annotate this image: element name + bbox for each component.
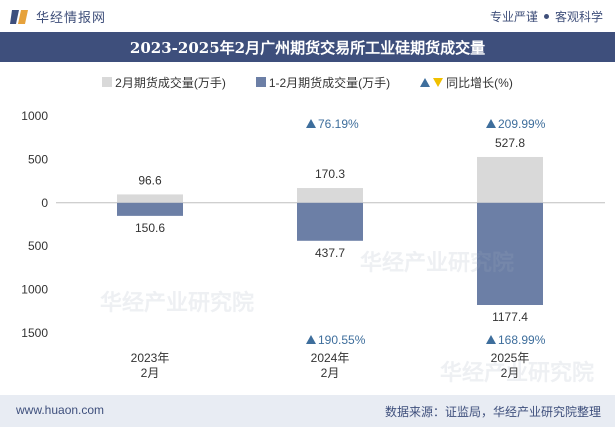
bar-chart: 100050005001000150096.6150.62023年2月170.3… xyxy=(21,109,605,380)
legend-label-growth: 同比增长(%) xyxy=(446,75,513,90)
footer-source: 数据来源：证监局，华经产业研究院整理 xyxy=(384,405,601,419)
growth-up-triangle-icon xyxy=(306,119,316,128)
y-tick-label: 1000 xyxy=(21,283,48,297)
legend-item-monthly[interactable]: 2月期货成交量(万手) xyxy=(102,72,226,92)
growth-label: 209.99% xyxy=(498,117,546,131)
separator-dot-icon xyxy=(543,14,549,19)
x-tick-label: 2024年 xyxy=(311,351,350,365)
x-tick-label: 2月 xyxy=(501,366,520,380)
bar-cumulative xyxy=(117,202,183,216)
x-tick-label: 2月 xyxy=(141,366,160,380)
brand-name: 华经情报网 xyxy=(36,10,107,25)
data-label-monthly: 96.6 xyxy=(138,173,162,187)
legend-item-cumulative[interactable]: 1-2月期货成交量(万手) xyxy=(255,72,391,92)
tag-professional: 专业严谨 xyxy=(489,10,538,24)
legend-swatch-dark xyxy=(255,77,266,87)
y-tick-label: 500 xyxy=(28,239,48,253)
legend-label-cumulative: 1-2月期货成交量(万手) xyxy=(268,75,391,90)
data-label-monthly: 527.8 xyxy=(495,136,525,150)
growth-label: 190.55% xyxy=(318,333,366,347)
legend-swatch-light xyxy=(102,77,113,87)
data-label-cumulative: 150.6 xyxy=(135,221,165,235)
bar-cumulative xyxy=(477,202,543,305)
y-tick-label: 0 xyxy=(41,196,48,210)
legend: 2月期货成交量(万手) 1-2月期货成交量(万手) 同比增长(%) xyxy=(0,72,615,92)
growth-label: 168.99% xyxy=(498,333,546,347)
growth-up-triangle-icon xyxy=(486,335,496,344)
y-tick-label: 500 xyxy=(28,152,48,166)
title-bar: 2023-2025年2月广州期货交易所工业硅期货成交量 xyxy=(0,32,615,62)
growth-up-triangle-icon xyxy=(306,335,316,344)
data-label-monthly: 170.3 xyxy=(315,167,345,181)
data-label-cumulative: 437.7 xyxy=(315,246,345,260)
x-tick-label: 2023年 xyxy=(131,351,170,365)
header-tags: 专业严谨 客观科学 xyxy=(490,8,603,25)
brand: 华经情报网 xyxy=(10,7,106,26)
bar-cumulative xyxy=(297,202,363,241)
triangle-up-icon xyxy=(420,77,431,87)
logo-icon xyxy=(10,9,28,24)
x-tick-label: 2025年 xyxy=(491,351,530,365)
growth-up-triangle-icon xyxy=(486,119,496,128)
bar-monthly xyxy=(477,156,543,203)
triangle-down-icon xyxy=(433,77,444,87)
x-tick-label: 2月 xyxy=(321,366,340,380)
y-tick-label: 1000 xyxy=(21,109,48,123)
growth-label: 76.19% xyxy=(318,117,359,131)
footer-url[interactable]: www.huaon.com xyxy=(16,403,105,417)
legend-label-monthly: 2月期货成交量(万手) xyxy=(115,75,226,90)
top-bar: 华经情报网 专业严谨 客观科学 xyxy=(0,0,615,32)
bar-monthly xyxy=(297,188,363,203)
chart-title: 2023-2025年2月广州期货交易所工业硅期货成交量 xyxy=(129,38,486,57)
y-tick-label: 1500 xyxy=(21,326,48,340)
footer: www.huaon.com 数据来源：证监局，华经产业研究院整理 xyxy=(0,395,615,427)
bar-monthly xyxy=(117,194,183,203)
data-label-cumulative: 1177.4 xyxy=(492,310,528,324)
tag-objective: 客观科学 xyxy=(554,10,603,24)
legend-item-growth[interactable]: 同比增长(%) xyxy=(420,72,513,92)
